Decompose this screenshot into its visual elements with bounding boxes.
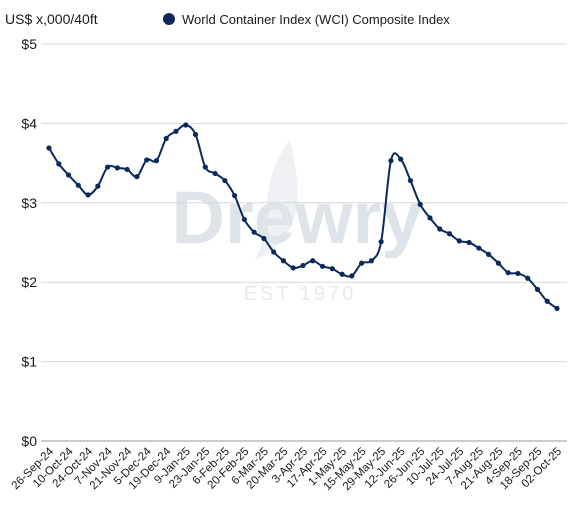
data-point <box>495 260 501 266</box>
drewry-watermark: Drewry EST 1970 <box>172 140 422 305</box>
data-point <box>525 275 531 281</box>
watermark-est: EST 1970 <box>244 283 357 305</box>
data-point <box>300 262 306 269</box>
data-point <box>153 158 160 164</box>
y-axis-ticks: $0 $1 $2 $3 $4 $5 <box>21 36 37 449</box>
data-point <box>202 164 208 170</box>
data-point <box>271 249 277 255</box>
data-point <box>544 298 550 304</box>
data-point <box>241 216 247 223</box>
data-point <box>310 258 316 264</box>
data-point <box>515 270 521 277</box>
data-point <box>407 177 414 184</box>
data-point <box>173 128 179 134</box>
data-point <box>417 201 423 207</box>
data-point <box>554 305 560 311</box>
data-point <box>486 251 492 258</box>
data-point <box>349 273 355 279</box>
y-tick-label: $5 <box>21 36 37 52</box>
data-point <box>105 164 111 170</box>
data-point <box>505 270 511 276</box>
y-tick-label: $2 <box>21 274 37 290</box>
data-point <box>95 183 101 189</box>
data-point <box>446 231 453 237</box>
data-point <box>212 170 218 177</box>
data-point <box>319 263 326 269</box>
data-point <box>261 235 267 242</box>
data-point <box>290 265 296 271</box>
y-tick-label: $0 <box>21 433 37 449</box>
data-point <box>437 226 443 232</box>
y-tick-label: $1 <box>21 354 37 370</box>
y-unit-label: US$ x,000/40ft <box>5 11 98 27</box>
data-point <box>456 238 462 244</box>
data-point <box>427 215 433 221</box>
data-point <box>251 229 257 235</box>
data-point <box>280 258 287 264</box>
data-point <box>163 135 169 142</box>
data-point <box>183 122 189 128</box>
data-point <box>388 158 394 164</box>
data-point <box>124 166 130 173</box>
y-tick-label: $4 <box>21 115 37 131</box>
legend-marker <box>163 13 175 25</box>
data-point <box>534 286 541 292</box>
data-point <box>476 245 482 251</box>
data-point <box>232 193 238 199</box>
data-point <box>339 271 345 277</box>
data-point <box>46 145 52 151</box>
data-point <box>398 156 404 162</box>
data-point <box>192 131 199 138</box>
legend-label: World Container Index (WCI) Composite In… <box>182 12 450 27</box>
data-point <box>466 239 472 246</box>
data-point <box>144 157 150 163</box>
x-axis-ticks: 26-Sep-2410-Oct-2424-Oct-247-Nov-2421-No… <box>10 445 564 493</box>
data-point <box>75 182 81 188</box>
data-point <box>134 174 140 180</box>
watermark-flame-icon <box>255 140 298 260</box>
data-point <box>65 172 72 178</box>
data-point <box>378 239 384 245</box>
grid-lines <box>41 43 567 442</box>
plot-area <box>46 122 560 311</box>
y-tick-label: $3 <box>21 195 37 211</box>
data-point <box>85 192 91 198</box>
data-point <box>329 266 335 272</box>
data-point <box>359 260 365 266</box>
data-point <box>114 165 120 171</box>
data-point <box>368 258 374 264</box>
data-point <box>56 161 62 167</box>
legend: World Container Index (WCI) Composite In… <box>163 12 450 27</box>
data-point <box>222 177 228 184</box>
